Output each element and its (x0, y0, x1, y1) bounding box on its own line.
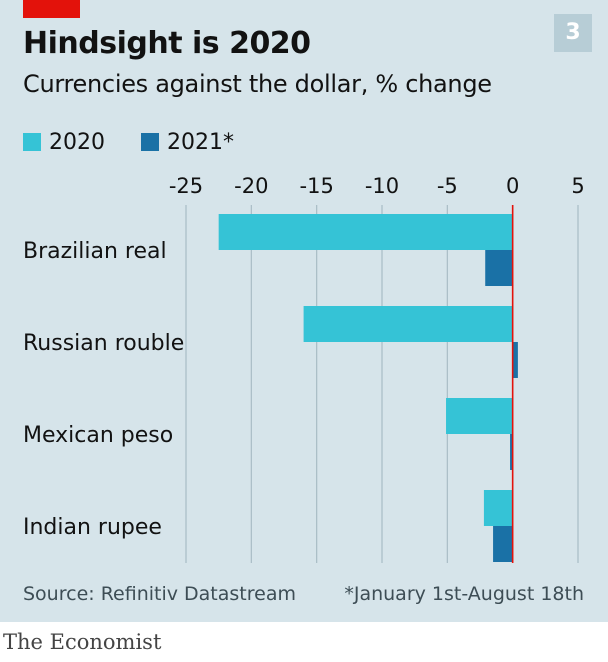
x-tick-label: -10 (365, 174, 399, 198)
x-tick-label: -20 (234, 174, 268, 198)
red-tag-decoration (23, 0, 80, 18)
chart-title: Hindsight is 2020 (23, 26, 311, 61)
legend-label-2020: 2020 (49, 129, 105, 155)
legend-swatch-2020 (23, 133, 41, 151)
chart-subtitle: Currencies against the dollar, % change (23, 70, 492, 98)
source-note: Source: Refinitiv Datastream (23, 583, 296, 605)
x-tick-label: 5 (571, 174, 584, 198)
footnote: *January 1st-August 18th (344, 583, 584, 605)
brand-logo-text: The Economist (3, 630, 162, 654)
category-label: Mexican peso (23, 423, 173, 448)
bar-2021 (510, 434, 513, 470)
x-tick-label: -25 (169, 174, 203, 198)
bar-2021 (485, 250, 513, 286)
bar-2020 (483, 490, 513, 526)
bar-2020 (446, 398, 513, 434)
legend-entry-2020: 2020 (23, 130, 105, 155)
x-tick-label: -5 (437, 174, 458, 198)
legend-swatch-2021 (141, 133, 159, 151)
chart-number-badge: 3 (554, 14, 592, 52)
bar-chart: -25 -20 -15 -10 -5 0 5 Brazilian real Russian ro… (23, 174, 585, 563)
category-label: Brazilian real (23, 239, 167, 264)
legend-label-2021: 2021* (167, 129, 234, 155)
category-label: Russian rouble (23, 331, 184, 356)
category-label: Indian rupee (23, 515, 162, 540)
x-tick-label: 0 (506, 174, 519, 198)
legend: 2020 2021* (23, 127, 270, 157)
bar-2020 (303, 306, 513, 342)
x-tick-label: -15 (300, 174, 334, 198)
bar-2021 (512, 342, 518, 378)
legend-entry-2021: 2021* (141, 130, 234, 155)
bar-2020 (218, 214, 513, 250)
bar-2021 (493, 526, 513, 562)
